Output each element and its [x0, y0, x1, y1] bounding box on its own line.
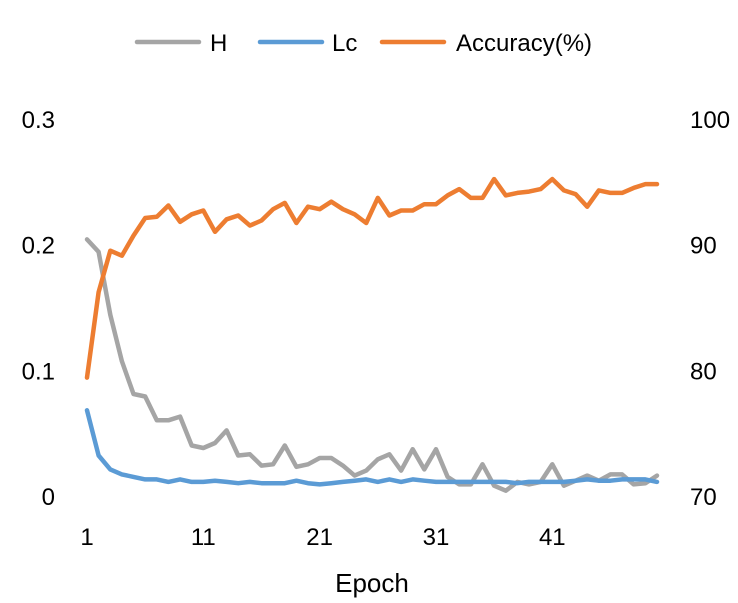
left-axis-tick-label: 0.2: [22, 233, 55, 260]
legend-label-h: H: [210, 30, 227, 57]
legend: H Lc Accuracy(%): [134, 30, 592, 57]
right-axis-tick-label: 80: [690, 358, 717, 385]
legend-label-accuracy: Accuracy(%): [456, 30, 592, 57]
right-axis-tick-label: 70: [690, 484, 717, 511]
left-axis-tick-label: 0: [42, 484, 55, 511]
series-line-accuracy: [84, 176, 660, 380]
x-axis-tick-label: 21: [306, 524, 333, 551]
left-axis-tick-label: 0.3: [22, 107, 55, 134]
right-axis-tick-label: 100: [690, 107, 730, 134]
legend-label-lc: Lc: [332, 30, 357, 57]
right-axis-ticks: 70 80 90 100: [690, 107, 730, 511]
x-axis-ticks: 1 11 21 31 41: [80, 524, 565, 551]
series-line-h: [84, 237, 660, 493]
x-axis-tick-label: 31: [423, 524, 450, 551]
left-axis-tick-label: 0.1: [22, 358, 55, 385]
x-axis-tick-label: 1: [80, 524, 93, 551]
series-layer: [84, 176, 660, 493]
x-axis-title: Epoch: [335, 568, 409, 598]
x-axis-tick-label: 41: [539, 524, 566, 551]
left-axis-ticks: 0 0.1 0.2 0.3: [22, 107, 55, 511]
series-line-lc: [84, 408, 660, 487]
x-axis-tick-label: 11: [191, 524, 216, 551]
right-axis-tick-label: 90: [690, 233, 717, 260]
